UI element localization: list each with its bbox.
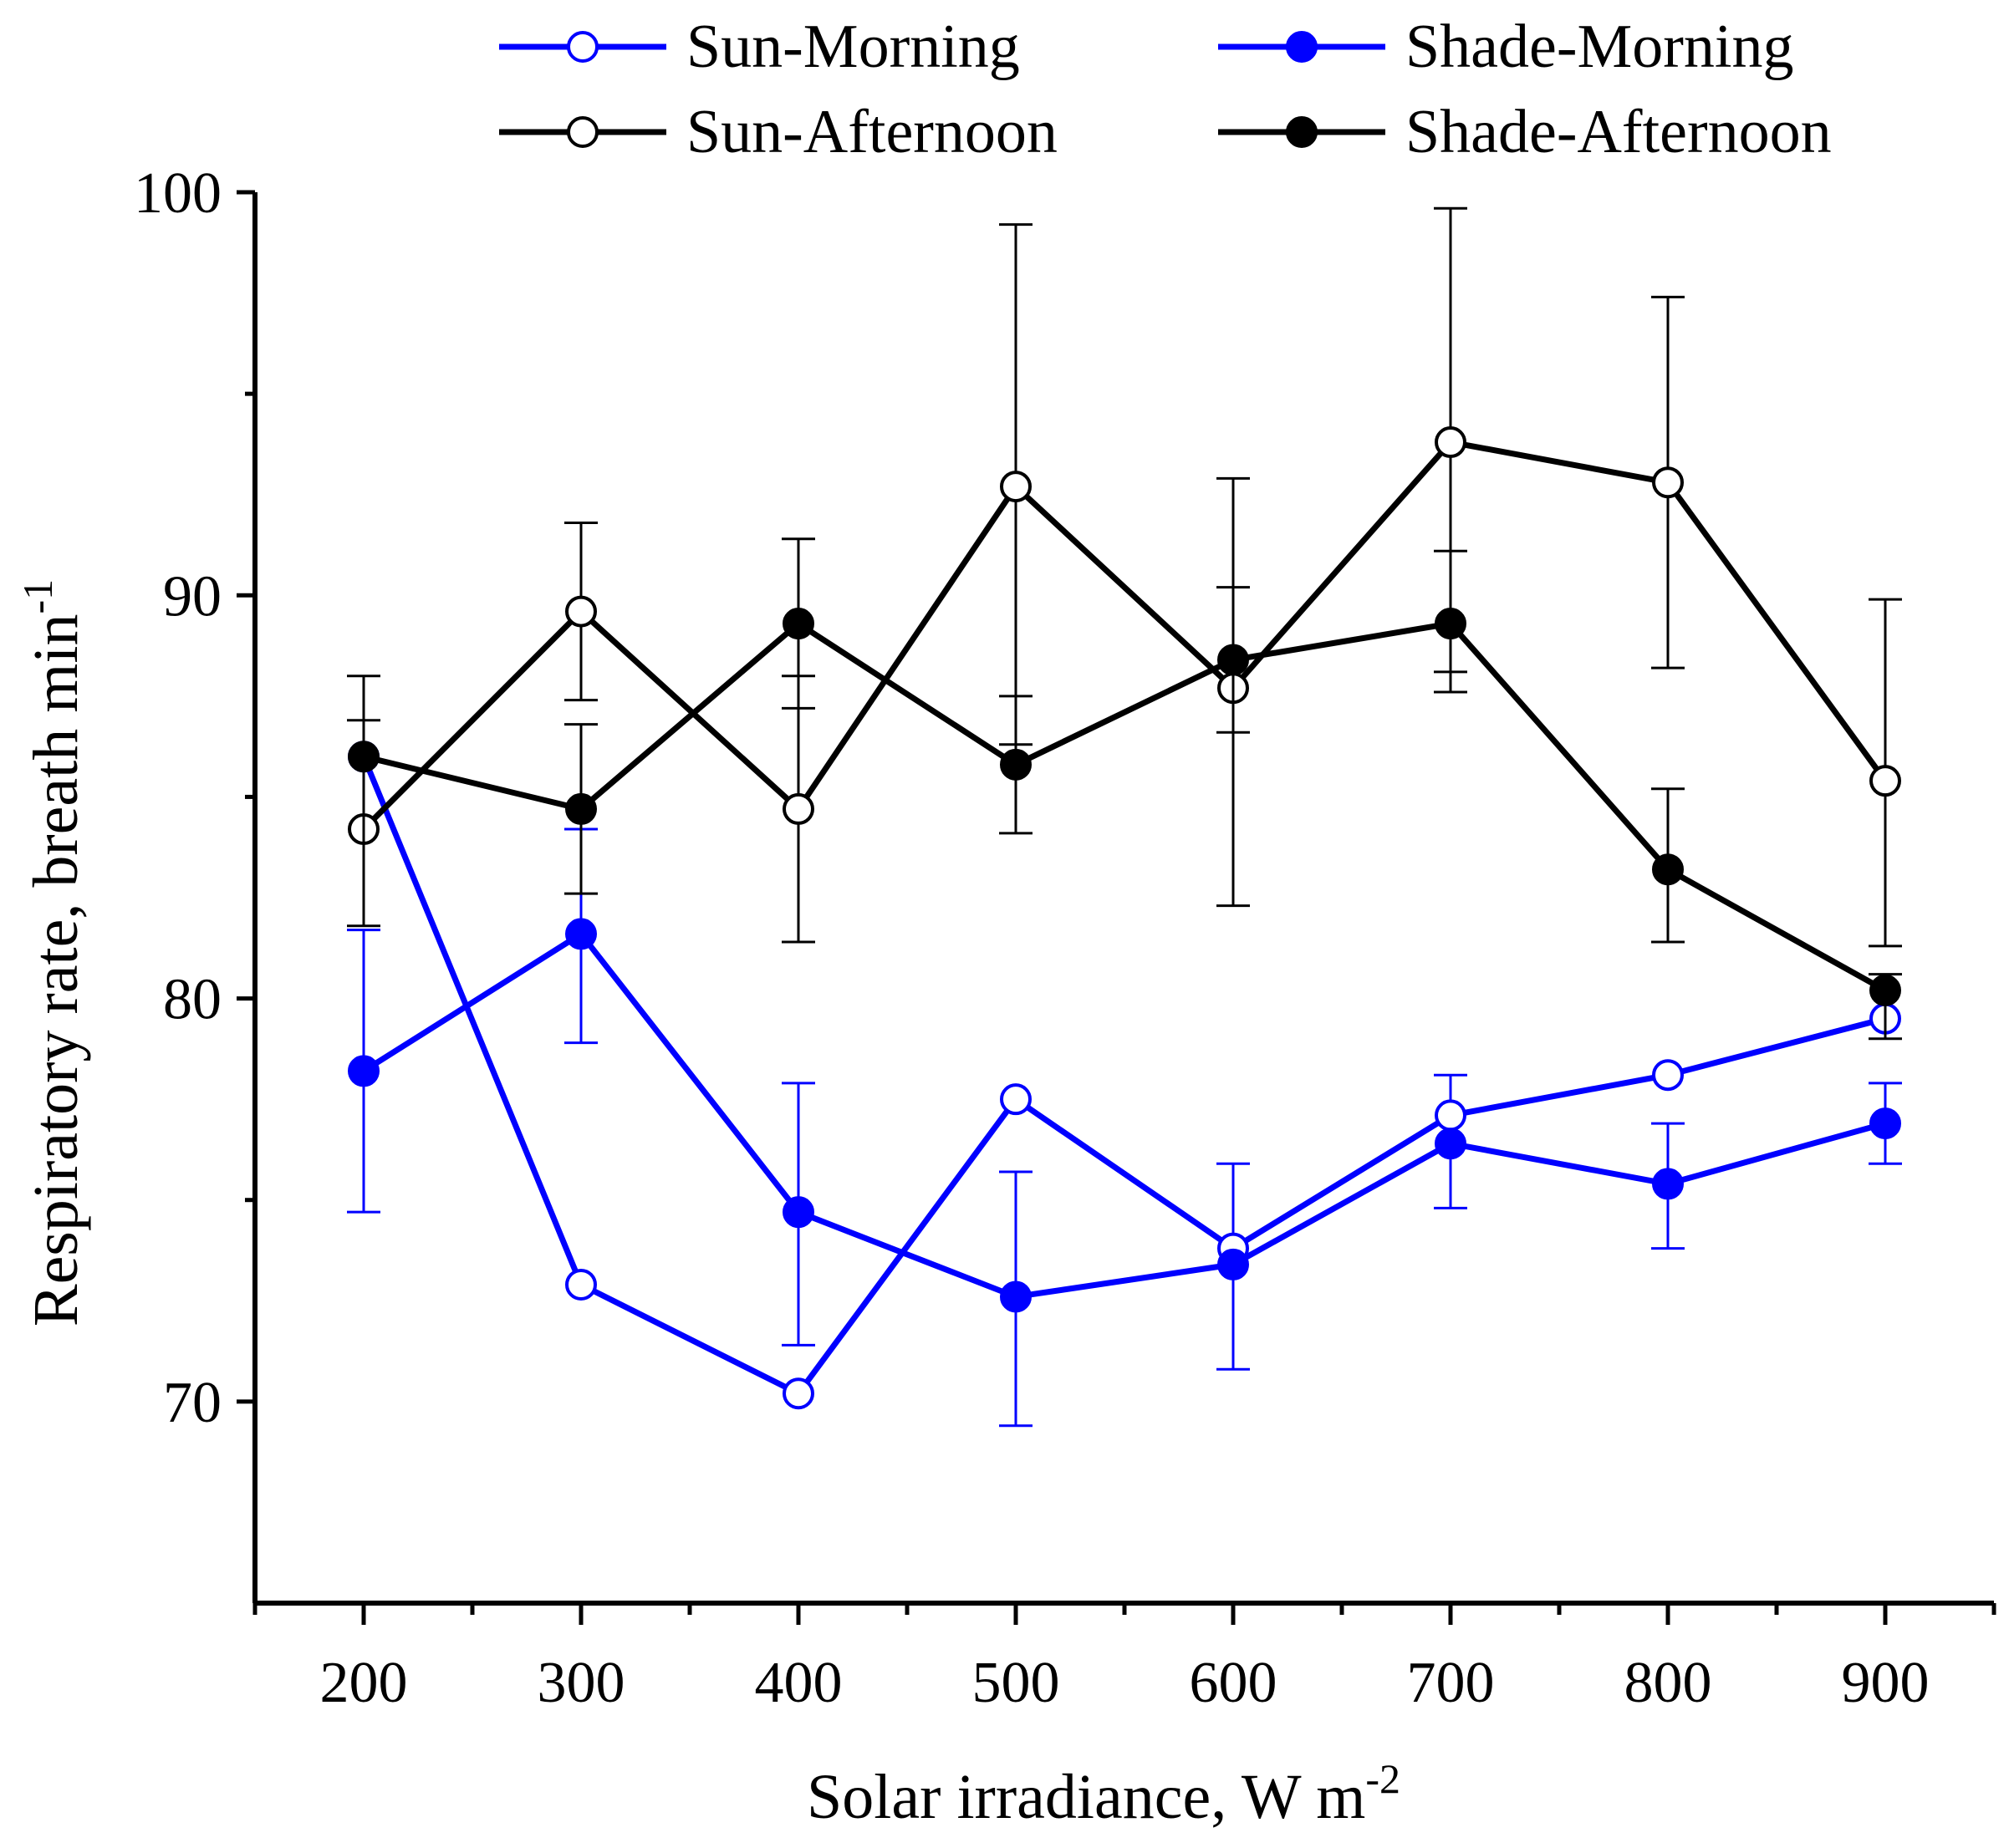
y-tick-label-70: 70	[163, 1371, 222, 1435]
data-point-shade-afternoon-500	[1000, 748, 1032, 781]
data-point-shade-afternoon-900	[1869, 974, 1901, 1006]
data-point-sun-morning-400	[783, 1377, 814, 1410]
legend-item-sun-morning: Sun-Morning	[499, 13, 1020, 81]
legend-label-shade-morning: Shade-Morning	[1405, 13, 1794, 81]
series-line-shade-afternoon	[363, 619, 1887, 993]
data-point-shade-morning-700	[1435, 1128, 1466, 1160]
error-bars-sun-morning	[1216, 1073, 1467, 1249]
series-line-shade-morning	[362, 929, 1886, 1301]
y-tick-label-100: 100	[134, 161, 222, 226]
data-point-shade-morning-200	[348, 1055, 380, 1087]
data-point-shade-afternoon-700	[1435, 608, 1466, 640]
data-point-sun-morning-700	[1435, 1099, 1466, 1132]
y-axis-title: Respiratory rate, breath min-1	[14, 579, 91, 1326]
error-bars-shade-morning	[347, 827, 1902, 1428]
x-tick-label-400: 400	[755, 1651, 843, 1715]
series-line-sun-morning	[360, 755, 1886, 1397]
x-tick-label-900: 900	[1842, 1651, 1930, 1715]
x-axis: 200 300 400 500 600 700 800 900	[252, 1601, 1996, 1715]
data-point-sun-afternoon-300	[565, 595, 597, 628]
x-tick-label-200: 200	[320, 1651, 408, 1715]
data-point-shade-afternoon-800	[1652, 853, 1684, 886]
series-shade-afternoon	[347, 549, 1902, 1041]
legend-item-shade-afternoon: Shade-Afternoon	[1218, 98, 1832, 166]
data-point-sun-morning-300	[565, 1268, 597, 1301]
data-point-shade-morning-800	[1652, 1168, 1684, 1200]
x-tick-label-600: 600	[1190, 1651, 1277, 1715]
legend-item-shade-morning: Shade-Morning	[1218, 13, 1794, 81]
legend: Sun-Morning Shade-Morning Sun-Afternoon Sha…	[499, 13, 1832, 166]
x-tick-label-300: 300	[538, 1651, 625, 1715]
data-point-sun-afternoon-900	[1869, 765, 1901, 797]
data-point-sun-afternoon-700	[1435, 426, 1466, 459]
legend-label-sun-afternoon: Sun-Afternoon	[686, 98, 1058, 166]
data-point-sun-afternoon-400	[783, 792, 814, 825]
data-point-shade-afternoon-300	[565, 792, 597, 825]
x-tick-label-700: 700	[1407, 1651, 1495, 1715]
y-tick-label-80: 80	[163, 968, 222, 1032]
plot-area	[347, 206, 1902, 1428]
x-axis-title: Solar irradiance, W m-2	[807, 1755, 1400, 1832]
series-shade-morning	[347, 827, 1902, 1428]
y-tick-label-90: 90	[163, 564, 222, 629]
legend-marker-sun-morning	[567, 31, 599, 63]
error-bars-shade-afternoon	[347, 549, 1902, 1041]
legend-marker-shade-afternoon	[1286, 116, 1318, 148]
y-axis: 70 80 90 100	[134, 161, 257, 1603]
data-point-sun-afternoon-800	[1652, 466, 1684, 499]
data-point-shade-morning-400	[783, 1196, 814, 1229]
series-line-sun-afternoon	[361, 439, 1888, 832]
x-tick-label-500: 500	[972, 1651, 1060, 1715]
x-tick-label-800: 800	[1624, 1651, 1712, 1715]
data-point-sun-morning-800	[1652, 1059, 1684, 1092]
data-point-shade-afternoon-600	[1217, 644, 1249, 676]
legend-marker-sun-afternoon	[567, 116, 599, 148]
data-point-sun-afternoon-500	[1000, 471, 1032, 503]
legend-label-sun-morning: Sun-Morning	[686, 13, 1020, 81]
data-point-sun-morning-500	[1000, 1083, 1032, 1116]
data-point-shade-afternoon-400	[783, 608, 814, 640]
data-point-shade-morning-500	[1000, 1280, 1032, 1313]
data-point-shade-afternoon-200	[348, 741, 380, 773]
legend-item-sun-afternoon: Sun-Afternoon	[499, 98, 1058, 166]
data-point-shade-morning-300	[565, 918, 597, 950]
legend-marker-shade-morning	[1286, 31, 1318, 63]
legend-label-shade-afternoon: Shade-Afternoon	[1405, 98, 1832, 166]
data-point-shade-morning-900	[1869, 1107, 1901, 1140]
data-point-shade-morning-600	[1217, 1248, 1249, 1280]
